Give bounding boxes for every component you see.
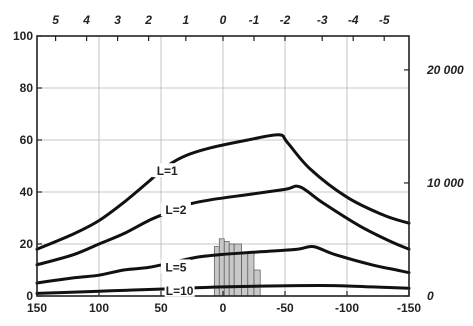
top-tick-label-8: -3	[317, 13, 328, 27]
curve-l10	[35, 283, 411, 295]
y-tick-label-4: 80	[20, 81, 34, 95]
x-tick-label-0: 150	[27, 301, 47, 315]
curve-label-bg-l5	[160, 259, 191, 274]
top-tick-label-10: -5	[379, 13, 390, 27]
y-tick-label-1: 20	[20, 237, 34, 251]
right-tick-label-1: 10 000	[427, 176, 464, 190]
curve-label-bg-l10	[164, 282, 195, 297]
y-axis: 0 20 40 60 80 100	[13, 29, 42, 303]
histogram-bar-7	[253, 269, 261, 297]
y-tick-label-0: 0	[26, 289, 33, 303]
x-tick-label-2: 50	[154, 301, 168, 315]
curve-l2	[35, 184, 411, 267]
top-tick-label-9: -4	[348, 13, 359, 27]
histogram-bar-6	[247, 251, 255, 297]
curve-label-bg-l1	[152, 163, 183, 178]
curve-series	[35, 133, 411, 295]
curve-label-l1: L=1	[157, 164, 178, 178]
top-tick-label-6: -1	[249, 13, 260, 27]
curve-l1	[35, 133, 411, 251]
y-tick-label-5: 100	[13, 29, 33, 43]
curve-label-l10: L=10	[166, 284, 194, 298]
top-tick-label-4: 1	[182, 13, 189, 27]
curve-label-l5: L=5	[165, 260, 186, 274]
top-tick-label-3: 2	[144, 13, 152, 27]
curve-labels: L=1 L=2 L=5 L=10	[152, 163, 195, 298]
x-tick-label-4: -50	[276, 301, 294, 315]
top-tick-label-5: 0	[220, 13, 227, 27]
top-axis: 5 4 3 2 1 0 -1 -2 -3 -4 -5	[52, 13, 390, 41]
curve-l5	[35, 244, 411, 285]
top-tick-label-2: 3	[114, 13, 121, 27]
x-tick-label-1: 100	[89, 301, 109, 315]
y-tick-label-2: 40	[20, 185, 34, 199]
right-axis: 0 10 000 20 000	[404, 63, 464, 303]
right-tick-label-2: 20 000	[426, 63, 464, 77]
histogram-bar-5	[241, 251, 249, 297]
top-tick-label-7: -2	[280, 13, 291, 27]
right-tick-label-0: 0	[427, 289, 434, 303]
x-tick-label-6: -150	[397, 301, 421, 315]
curve-label-bg-l2	[160, 202, 191, 217]
top-tick-label-1: 4	[82, 13, 90, 27]
x-tick-label-3: 0	[220, 301, 227, 315]
x-axis: 150 100 50 0 -50 -100 -150	[27, 291, 421, 315]
x-tick-label-5: -100	[335, 301, 359, 315]
y-tick-label-3: 60	[20, 133, 34, 147]
curve-label-l2: L=2	[165, 203, 186, 217]
top-tick-label-0: 5	[52, 13, 59, 27]
